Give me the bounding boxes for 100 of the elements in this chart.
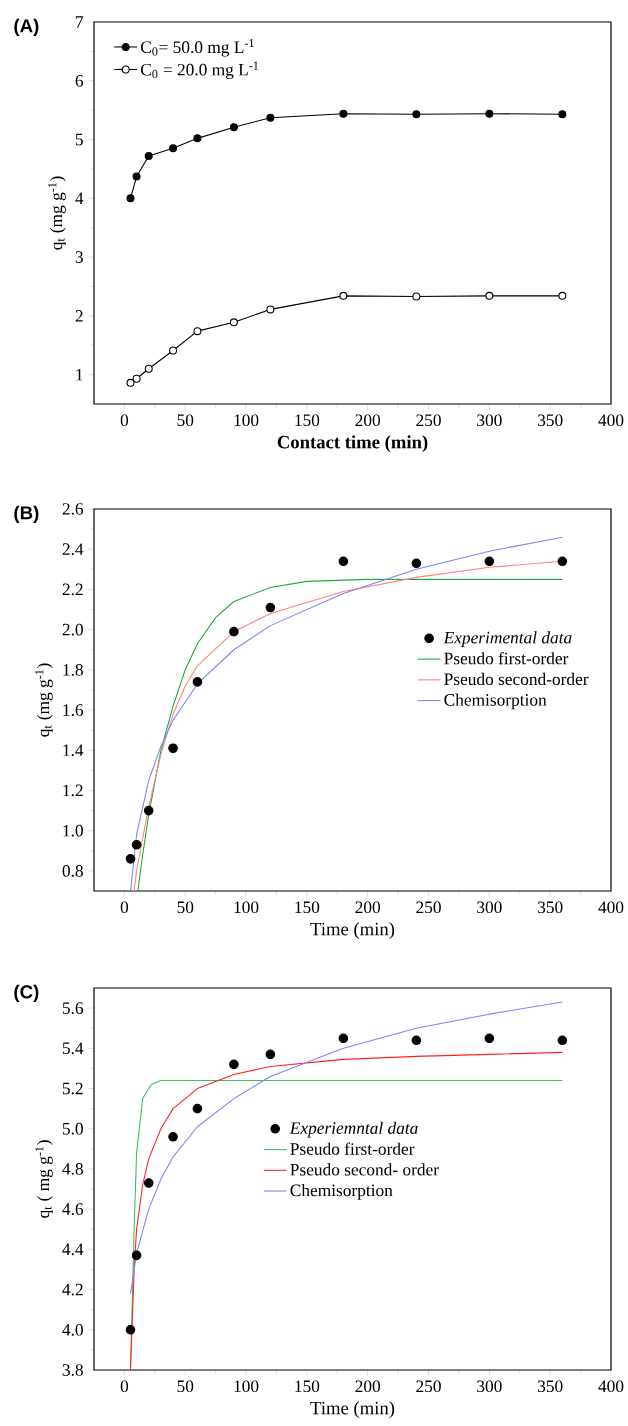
point [266, 305, 275, 314]
y-tick-label: 2.4 [62, 543, 84, 556]
legend-label: Pseudo second- order [290, 1163, 439, 1176]
point [339, 109, 348, 118]
legend-label: Experimental data [443, 631, 572, 648]
x-tick-label: 50 [177, 901, 194, 914]
legend-label: Experiemntal data [289, 1121, 418, 1138]
point [193, 327, 202, 336]
chart-title: (C) [14, 984, 39, 1003]
y-tick-label: 1.0 [63, 824, 83, 837]
x-tick-label: 350 [537, 414, 563, 427]
legend-label: C$_{0}$ = 20.0 mg L$^{-1}$ [140, 61, 258, 80]
chart-title: (A) [14, 18, 39, 37]
point [411, 558, 421, 569]
point [131, 1250, 142, 1261]
point [411, 1035, 421, 1046]
point [126, 378, 135, 387]
x-tick-label: 400 [598, 901, 624, 914]
x-tick-label: 350 [537, 1380, 563, 1393]
legend-label: Chemisorption [444, 693, 547, 710]
legend-label: Pseudo second-order [443, 672, 589, 686]
x-tick-label: 400 [598, 1380, 624, 1393]
legend-label: C$_{0}$= 50.0 mg L$^{-1}$ [140, 39, 254, 57]
point [143, 805, 154, 816]
point [412, 110, 421, 119]
x-tick-label: 100 [234, 1380, 259, 1393]
point [412, 292, 421, 301]
y-tick-label: 5.2 [62, 1082, 83, 1095]
y-tick-label: 3 [75, 251, 83, 263]
point [265, 602, 275, 613]
x-tick-label: 300 [476, 901, 502, 914]
x-tick-label: 150 [295, 1380, 320, 1393]
y-tick-label: 1.4 [63, 744, 84, 757]
y-tick-label: 3.8 [62, 1364, 83, 1376]
x-tick-label: 100 [234, 901, 259, 914]
point [168, 743, 178, 754]
point [126, 194, 135, 203]
y-axis-title: q$_{t}$ (mg g$^{-1}$) [35, 663, 53, 737]
point [132, 374, 141, 383]
point [339, 291, 348, 300]
point [485, 291, 494, 300]
y-tick-label: 2.0 [62, 623, 83, 636]
y-axis-title: q$_{t}$ ( mg g$^{-1}$) [35, 1140, 53, 1218]
point [125, 854, 136, 864]
y-tick-label: 1.8 [63, 663, 83, 676]
point [338, 1033, 348, 1044]
x-tick-label: 100 [234, 414, 259, 427]
legend-label: Pseudo first-order [290, 1142, 415, 1155]
y-axis-title: q$_{t}$ (mg g$^{-1}$) [48, 176, 66, 250]
point [228, 1059, 239, 1070]
x-tick-label: 350 [537, 901, 563, 914]
y-tick-label: 5.6 [62, 1002, 83, 1014]
point [131, 839, 142, 850]
y-tick-label: 2.2 [62, 583, 83, 596]
point [485, 109, 494, 118]
y-tick-label: 5.0 [62, 1122, 83, 1135]
point [193, 134, 202, 143]
x-tick-label: 300 [476, 414, 502, 427]
x-tick-label: 0 [120, 901, 128, 914]
x-axis-title: Contact time (min) [277, 435, 428, 453]
point [168, 1131, 178, 1142]
x-axis-title: Time (min) [310, 1401, 394, 1419]
y-tick-label: 5 [75, 133, 83, 146]
point [125, 1324, 136, 1335]
y-tick-label: 1.6 [63, 704, 83, 716]
y-tick-label: 4.6 [62, 1203, 83, 1216]
x-tick-label: 200 [355, 1380, 380, 1393]
y-tick-label: 4.8 [62, 1163, 83, 1175]
point [192, 1103, 202, 1114]
point [192, 677, 202, 687]
point [266, 113, 275, 122]
y-tick-label: 2.6 [62, 503, 83, 515]
point [229, 123, 238, 132]
point [143, 1178, 154, 1188]
x-tick-label: 250 [416, 1380, 441, 1393]
point [168, 346, 177, 355]
point [229, 318, 238, 327]
y-tick-label: 6 [75, 74, 83, 87]
x-tick-label: 300 [476, 1380, 502, 1393]
x-axis-title: Time (min) [310, 922, 394, 940]
point [338, 556, 348, 567]
x-tick-label: 0 [120, 1380, 128, 1393]
x-tick-label: 150 [295, 414, 320, 427]
y-tick-label: 4.4 [62, 1243, 84, 1256]
point [132, 172, 141, 181]
x-tick-label: 200 [355, 901, 380, 914]
point [558, 291, 567, 300]
legend-label: Chemisorption [290, 1184, 393, 1200]
x-tick-label: 150 [295, 901, 320, 914]
y-tick-label: 5.4 [62, 1042, 84, 1055]
y-tick-label: 7 [75, 16, 83, 28]
point [168, 144, 177, 153]
point [558, 110, 567, 119]
point [228, 626, 239, 637]
y-tick-label: 2 [75, 310, 83, 322]
point [557, 556, 567, 567]
x-tick-label: 50 [177, 1380, 194, 1393]
x-tick-label: 50 [177, 414, 194, 427]
chart-title: (B) [14, 505, 39, 524]
point [265, 1049, 275, 1060]
